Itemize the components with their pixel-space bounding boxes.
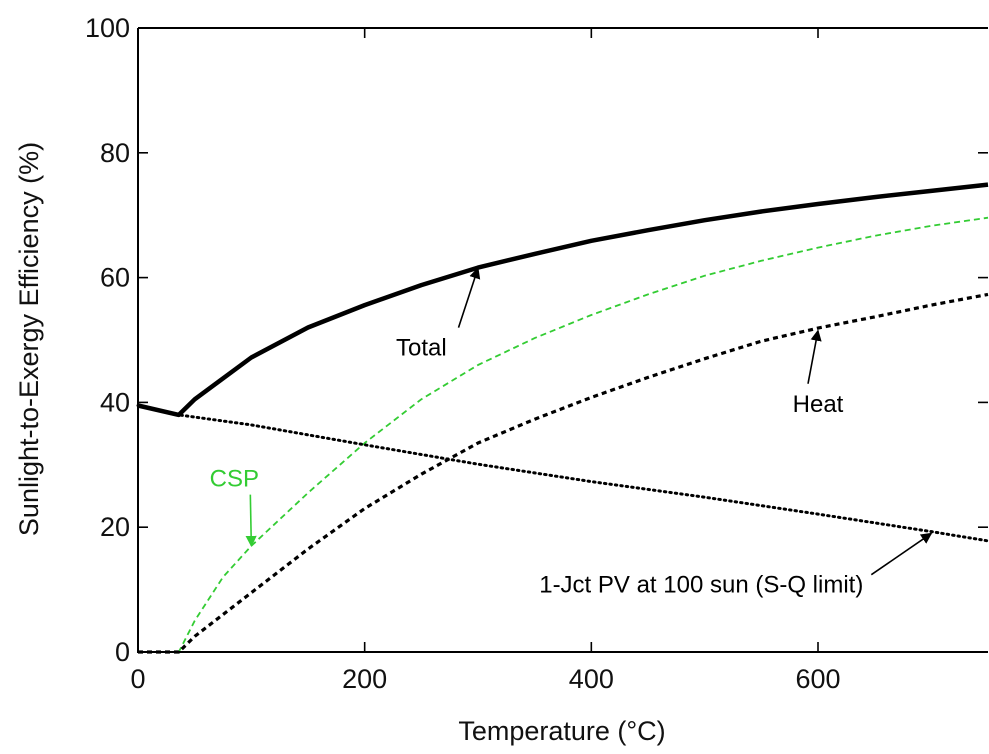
annotation-arrow-csp (245, 494, 257, 548)
y-tick-label: 40 (100, 387, 130, 417)
series-line-total (137, 182, 989, 418)
x-tick-label: 400 (569, 664, 614, 694)
annotation-arrow-1-jct-pv-at-100-sun-s-q-limit (870, 532, 933, 576)
series-line-csp (138, 216, 989, 653)
x-tick-label: 200 (342, 664, 387, 694)
y-axis-title: Sunlight-to-Exergy Efficiency (%) (14, 142, 44, 536)
x-tick-label: 600 (795, 664, 840, 694)
annotation-label-1-jct-pv-at-100-sun-s-q-limit: 1-Jct PV at 100 sun (S-Q limit) (539, 572, 863, 599)
y-tick-label: 80 (100, 138, 130, 168)
y-tick-label: 100 (85, 13, 130, 43)
annotation-label-total: Total (396, 335, 447, 362)
y-tick-label: 0 (115, 637, 130, 667)
annotation-label-heat: Heat (793, 391, 844, 418)
x-tick-label: 0 (130, 664, 145, 694)
annotation-arrow-total (457, 267, 481, 328)
annotation-arrow-heat (807, 329, 822, 384)
series-line-heat (138, 292, 989, 654)
series-line-1-jct-pv-at-100-sun-s-q-limit (136, 404, 989, 543)
x-axis-title: Temperature (°C) (458, 716, 665, 746)
annotation-label-csp: CSP (210, 466, 259, 493)
plot-frame (137, 27, 988, 653)
y-tick-label: 20 (100, 512, 130, 542)
y-tick-label: 60 (100, 263, 130, 293)
